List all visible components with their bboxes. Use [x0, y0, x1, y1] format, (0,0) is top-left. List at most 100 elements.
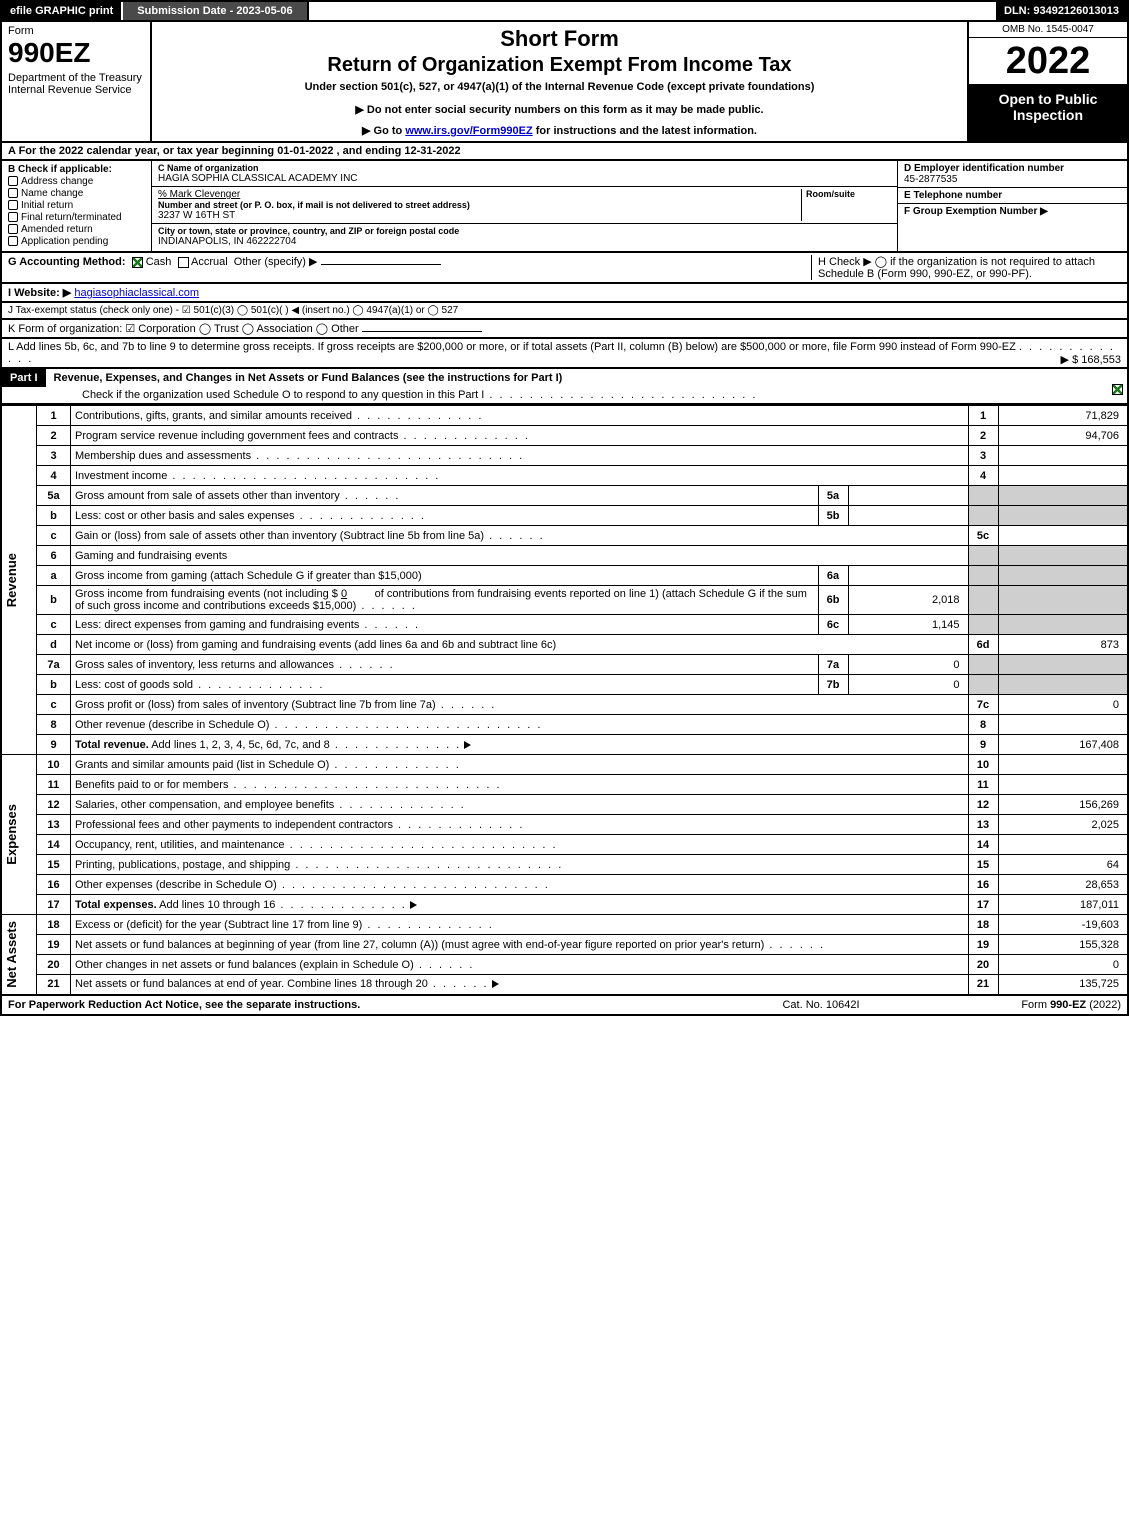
line-4-amount [998, 466, 1128, 486]
chk-application-pending[interactable]: Application pending [8, 236, 145, 247]
group-exemption-cell: F Group Exemption Number ▶ [898, 204, 1127, 251]
dln-label: DLN: 93492126013013 [996, 2, 1127, 20]
line-13-amount: 2,025 [998, 815, 1128, 835]
meta-block: B Check if applicable: Address change Na… [0, 161, 1129, 253]
chk-final-return[interactable]: Final return/terminated [8, 212, 145, 223]
ein-label: D Employer identification number [904, 163, 1121, 174]
city-value: INDIANAPOLIS, IN 462222704 [158, 236, 891, 247]
cat-no: Cat. No. 10642I [721, 999, 921, 1011]
checkbox-icon [8, 188, 18, 198]
under-section: Under section 501(c), 527, or 4947(a)(1)… [160, 81, 959, 93]
submission-date: Submission Date - 2023-05-06 [121, 2, 306, 20]
row-g: G Accounting Method: Cash Accrual Other … [8, 255, 811, 280]
line-11-amount [998, 775, 1128, 795]
line-21-amount: 135,725 [998, 975, 1128, 995]
other-org-line[interactable] [362, 331, 482, 332]
line-20-amount: 0 [998, 955, 1128, 975]
top-bar: efile GRAPHIC print Submission Date - 20… [0, 0, 1129, 22]
part1-header: Part I Revenue, Expenses, and Changes in… [0, 369, 1129, 405]
tel-cell: E Telephone number [898, 188, 1127, 204]
website-link[interactable]: hagiasophiaclassical.com [74, 287, 199, 299]
row-i: I Website: ▶ hagiasophiaclassical.com [0, 284, 1129, 303]
line-6d: d Net income or (loss) from gaming and f… [1, 635, 1128, 655]
line-6d-amount: 873 [998, 635, 1128, 655]
line-18: Net Assets 18 Excess or (deficit) for th… [1, 915, 1128, 935]
do-not-enter: ▶ Do not enter social security numbers o… [160, 103, 959, 116]
tel-label: E Telephone number [904, 190, 1121, 201]
line-19-amount: 155,328 [998, 935, 1128, 955]
chk-amended-return[interactable]: Amended return [8, 224, 145, 235]
line-8: 8 Other revenue (describe in Schedule O)… [1, 715, 1128, 735]
row-a: A For the 2022 calendar year, or tax yea… [0, 143, 1129, 161]
header-right: OMB No. 1545-0047 2022 Open to Public In… [967, 22, 1127, 141]
arrow-icon [492, 980, 499, 988]
line-5a: 5a Gross amount from sale of assets othe… [1, 486, 1128, 506]
org-name-cell: C Name of organization HAGIA SOPHIA CLAS… [152, 161, 897, 187]
line-5c-amount [998, 526, 1128, 546]
line-12-amount: 156,269 [998, 795, 1128, 815]
line-12: 12 Salaries, other compensation, and emp… [1, 795, 1128, 815]
line-5c: c Gain or (loss) from sale of assets oth… [1, 526, 1128, 546]
line-1: Revenue 1 Contributions, gifts, grants, … [1, 406, 1128, 426]
line-16: 16 Other expenses (describe in Schedule … [1, 875, 1128, 895]
dept-label: Department of the Treasury Internal Reve… [8, 72, 144, 96]
line-7b: b Less: cost of goods sold 7b 0 [1, 675, 1128, 695]
line-17: 17 Total expenses. Add lines 10 through … [1, 895, 1128, 915]
section-b-header: B Check if applicable: [8, 164, 145, 175]
row-l-text: L Add lines 5b, 6c, and 7b to line 9 to … [8, 341, 1016, 353]
line-10: Expenses 10 Grants and similar amounts p… [1, 755, 1128, 775]
city-label: City or town, state or province, country… [158, 226, 891, 236]
row-l-amount: ▶ $ 168,553 [1061, 353, 1121, 366]
part1-schedule-o-check[interactable] [1107, 369, 1127, 403]
line-6b: b Gross income from fundraising events (… [1, 586, 1128, 615]
section-b: B Check if applicable: Address change Na… [2, 161, 152, 251]
line-6a-value [848, 566, 968, 586]
line-2: 2 Program service revenue including gove… [1, 426, 1128, 446]
line-15: 15 Printing, publications, postage, and … [1, 855, 1128, 875]
topbar-spacer [307, 2, 996, 20]
org-name: HAGIA SOPHIA CLASSICAL ACADEMY INC [158, 173, 891, 184]
care-of: % Mark Clevenger [158, 189, 801, 200]
line-7b-value: 0 [848, 675, 968, 695]
part1-sub: Check if the organization used Schedule … [82, 389, 484, 401]
ein-value: 45-2877535 [904, 174, 1121, 185]
header-center: Short Form Return of Organization Exempt… [152, 22, 967, 141]
line-19: 19 Net assets or fund balances at beginn… [1, 935, 1128, 955]
line-5b-value [848, 506, 968, 526]
checkbox-icon [8, 212, 18, 222]
g-label: G Accounting Method: [8, 256, 126, 268]
checkbox-cash-icon[interactable] [132, 257, 143, 268]
line-10-amount [998, 755, 1128, 775]
goto-link[interactable]: www.irs.gov/Form990EZ [405, 125, 532, 137]
line-3-amount [998, 446, 1128, 466]
section-c: C Name of organization HAGIA SOPHIA CLAS… [152, 161, 897, 251]
street-cell: % Mark Clevenger Number and street (or P… [152, 187, 897, 224]
other-specify-line[interactable] [321, 264, 441, 265]
goto-pre: ▶ Go to [362, 125, 405, 137]
line-20: 20 Other changes in net assets or fund b… [1, 955, 1128, 975]
city-cell: City or town, state or province, country… [152, 224, 897, 249]
checkbox-accrual-icon[interactable] [178, 257, 189, 268]
line-7a: 7a Gross sales of inventory, less return… [1, 655, 1128, 675]
group-exemption-label: F Group Exemption Number ▶ [904, 206, 1121, 217]
line-18-amount: -19,603 [998, 915, 1128, 935]
part1-table: Revenue 1 Contributions, gifts, grants, … [0, 405, 1129, 996]
tax-year: 2022 [969, 38, 1127, 85]
line-14: 14 Occupancy, rent, utilities, and maint… [1, 835, 1128, 855]
row-l: L Add lines 5b, 6c, and 7b to line 9 to … [0, 339, 1129, 369]
chk-initial-return[interactable]: Initial return [8, 200, 145, 211]
line-4: 4 Investment income 4 [1, 466, 1128, 486]
section-d-e-f: D Employer identification number 45-2877… [897, 161, 1127, 251]
line-17-amount: 187,011 [998, 895, 1128, 915]
chk-address-change[interactable]: Address change [8, 176, 145, 187]
efile-label[interactable]: efile GRAPHIC print [2, 2, 121, 20]
header-left: Form 990EZ Department of the Treasury In… [2, 22, 152, 141]
row-k: K Form of organization: ☑ Corporation ◯ … [0, 320, 1129, 339]
chk-name-change[interactable]: Name change [8, 188, 145, 199]
expenses-vertical-label: Expenses [2, 800, 21, 869]
website-label: I Website: ▶ [8, 287, 71, 299]
revenue-vertical-label: Revenue [2, 549, 21, 611]
org-name-label: C Name of organization [158, 163, 891, 173]
line-8-amount [998, 715, 1128, 735]
row-h: H Check ▶ ◯ if the organization is not r… [811, 255, 1121, 280]
